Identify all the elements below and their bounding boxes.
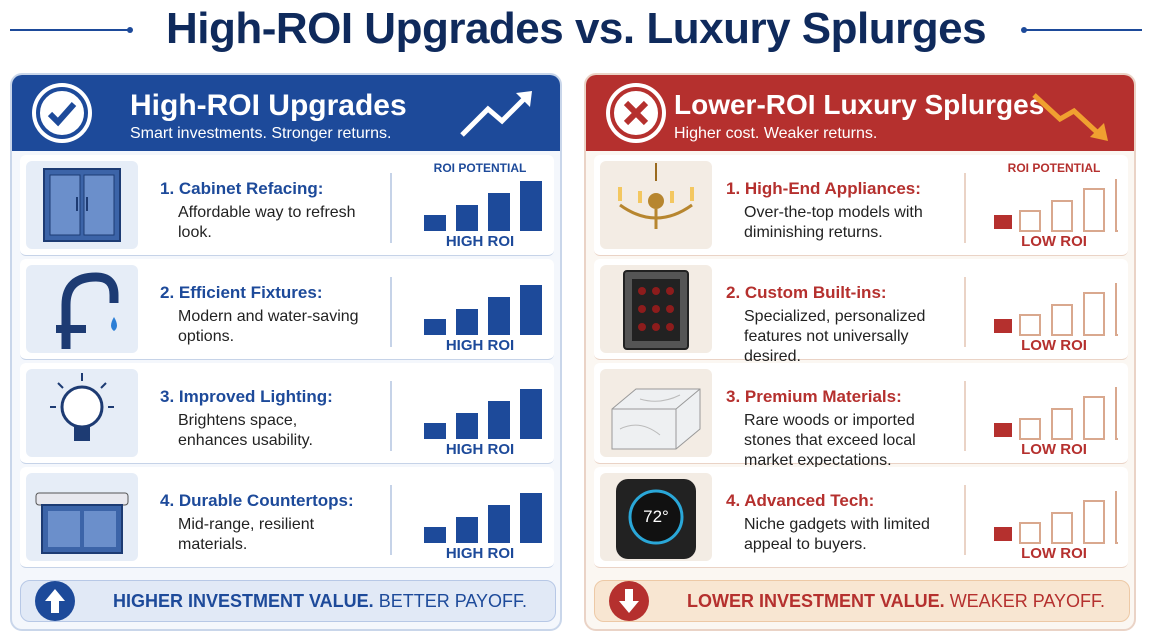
footer-text: HIGHER INVESTMENT VALUE. BETTER PAYOFF.	[113, 591, 527, 612]
item-title: 4. Advanced Tech:	[726, 491, 875, 510]
thermostat-reading: 72°	[643, 507, 669, 526]
separator	[964, 277, 966, 347]
footer-bold: HIGHER INVESTMENT VALUE.	[113, 591, 374, 611]
item-description: Mid-range, resilient materials.	[178, 516, 315, 553]
roi-rating: HIGH ROI	[445, 337, 515, 354]
footer-text: LOWER INVESTMENT VALUE. WEAKER PAYOFF.	[687, 591, 1105, 612]
item-row: 3. Premium Materials: Rare woods or impor…	[594, 363, 1134, 469]
roi-bars	[420, 387, 544, 446]
header-icon	[606, 83, 666, 143]
title: High-ROI Upgrades vs. Luxury Splurges	[165, 4, 987, 53]
item-description: Specialized, personalized features not u…	[744, 308, 926, 365]
roi-label: ROI POTENTIAL	[1007, 161, 1101, 175]
roi-rating: LOW ROI	[1021, 441, 1087, 458]
item-icon	[26, 265, 138, 353]
roi-bars	[420, 491, 544, 550]
item-title: 1. High-End Appliances:	[726, 179, 921, 198]
item-title: 3. Improved Lighting:	[160, 387, 333, 406]
item-icon	[600, 161, 712, 249]
footer-normal: BETTER PAYOFF.	[378, 591, 528, 611]
item-row: 1. Cabinet Refacing: Affordable way to re…	[20, 155, 554, 256]
item-row: 3. Improved Lighting: Brightens space, en…	[20, 363, 554, 464]
footer-icon	[33, 579, 77, 628]
item-icon	[600, 369, 712, 457]
item-description: Niche gadgets with limited appeal to buy…	[744, 516, 930, 553]
roi-bars	[994, 488, 1134, 550]
roi-bars	[994, 176, 1134, 238]
item-icon	[600, 265, 712, 353]
right-panel: Lower-ROI Luxury Splurges Higher cost. We…	[584, 73, 1136, 631]
trend-arrow	[452, 83, 542, 148]
roi-bars	[420, 179, 544, 238]
item-title: 4. Durable Countertops:	[160, 491, 354, 510]
separator	[390, 277, 392, 347]
roi-rating: LOW ROI	[1021, 545, 1087, 562]
item-title: 2. Custom Built-ins:	[726, 283, 887, 302]
panel-footer: HIGHER INVESTMENT VALUE. BETTER PAYOFF.	[20, 580, 556, 622]
item-icon	[26, 473, 138, 561]
item-row: 1. High-End Appliances: Over-the-top mode…	[594, 155, 1134, 256]
item-title: 1. Cabinet Refacing:	[160, 179, 324, 198]
left-panel: High-ROI Upgrades Smart investments. Stro…	[10, 73, 562, 631]
roi-bars	[994, 280, 1134, 342]
footer-normal: WEAKER PAYOFF.	[949, 591, 1106, 611]
separator	[964, 173, 966, 243]
separator	[964, 485, 966, 555]
panel-header: Lower-ROI Luxury Splurges Higher cost. We…	[586, 75, 1134, 151]
roi-rating: HIGH ROI	[445, 545, 515, 562]
title-rules	[10, 27, 1142, 33]
panel-subheading: Smart investments. Stronger returns.	[130, 125, 392, 142]
item-title: 3. Premium Materials:	[726, 387, 902, 406]
check-icon	[36, 87, 88, 139]
item-icon	[26, 161, 138, 249]
panel-header: High-ROI Upgrades Smart investments. Stro…	[12, 75, 560, 151]
item-title: 2. Efficient Fixtures:	[160, 283, 323, 302]
item-row: 2. Efficient Fixtures: Modern and water-s…	[20, 259, 554, 360]
panel-subheading: Higher cost. Weaker returns.	[674, 125, 878, 142]
item-row: 4. Durable Countertops: Mid-range, resili…	[20, 467, 554, 568]
item-description: Modern and water-saving options.	[178, 308, 359, 345]
header-icon	[32, 83, 92, 143]
roi-bars	[994, 384, 1134, 446]
roi-rating: LOW ROI	[1021, 233, 1087, 250]
separator	[390, 173, 392, 243]
panel-heading: Lower-ROI Luxury Splurges	[674, 89, 1045, 120]
item-icon: 72°	[600, 473, 712, 561]
roi-bars	[420, 283, 544, 342]
roi-rating: HIGH ROI	[445, 233, 515, 250]
footer-icon	[607, 579, 651, 628]
separator	[964, 381, 966, 451]
item-row: 2. Custom Built-ins: Specialized, persona…	[594, 259, 1134, 365]
x-icon	[610, 87, 662, 139]
roi-rating: LOW ROI	[1021, 337, 1087, 354]
panel-heading: High-ROI Upgrades	[130, 89, 407, 122]
item-row: 72° 4. Advanced Tech: Niche gadgets with l…	[594, 467, 1134, 568]
panel-footer: LOWER INVESTMENT VALUE. WEAKER PAYOFF.	[594, 580, 1130, 622]
roi-label: ROI POTENTIAL	[433, 161, 527, 175]
item-icon	[26, 369, 138, 457]
item-description: Brightens space, enhances usability.	[178, 412, 313, 449]
trend-arrow	[1026, 83, 1116, 148]
item-description: Rare woods or imported stones that excee…	[744, 412, 916, 469]
footer-bold: LOWER INVESTMENT VALUE.	[687, 591, 945, 611]
item-description: Over-the-top models with diminishing ret…	[744, 204, 923, 241]
separator	[390, 485, 392, 555]
separator	[390, 381, 392, 451]
roi-rating: HIGH ROI	[445, 441, 515, 458]
item-description: Affordable way to refresh look.	[178, 204, 356, 241]
